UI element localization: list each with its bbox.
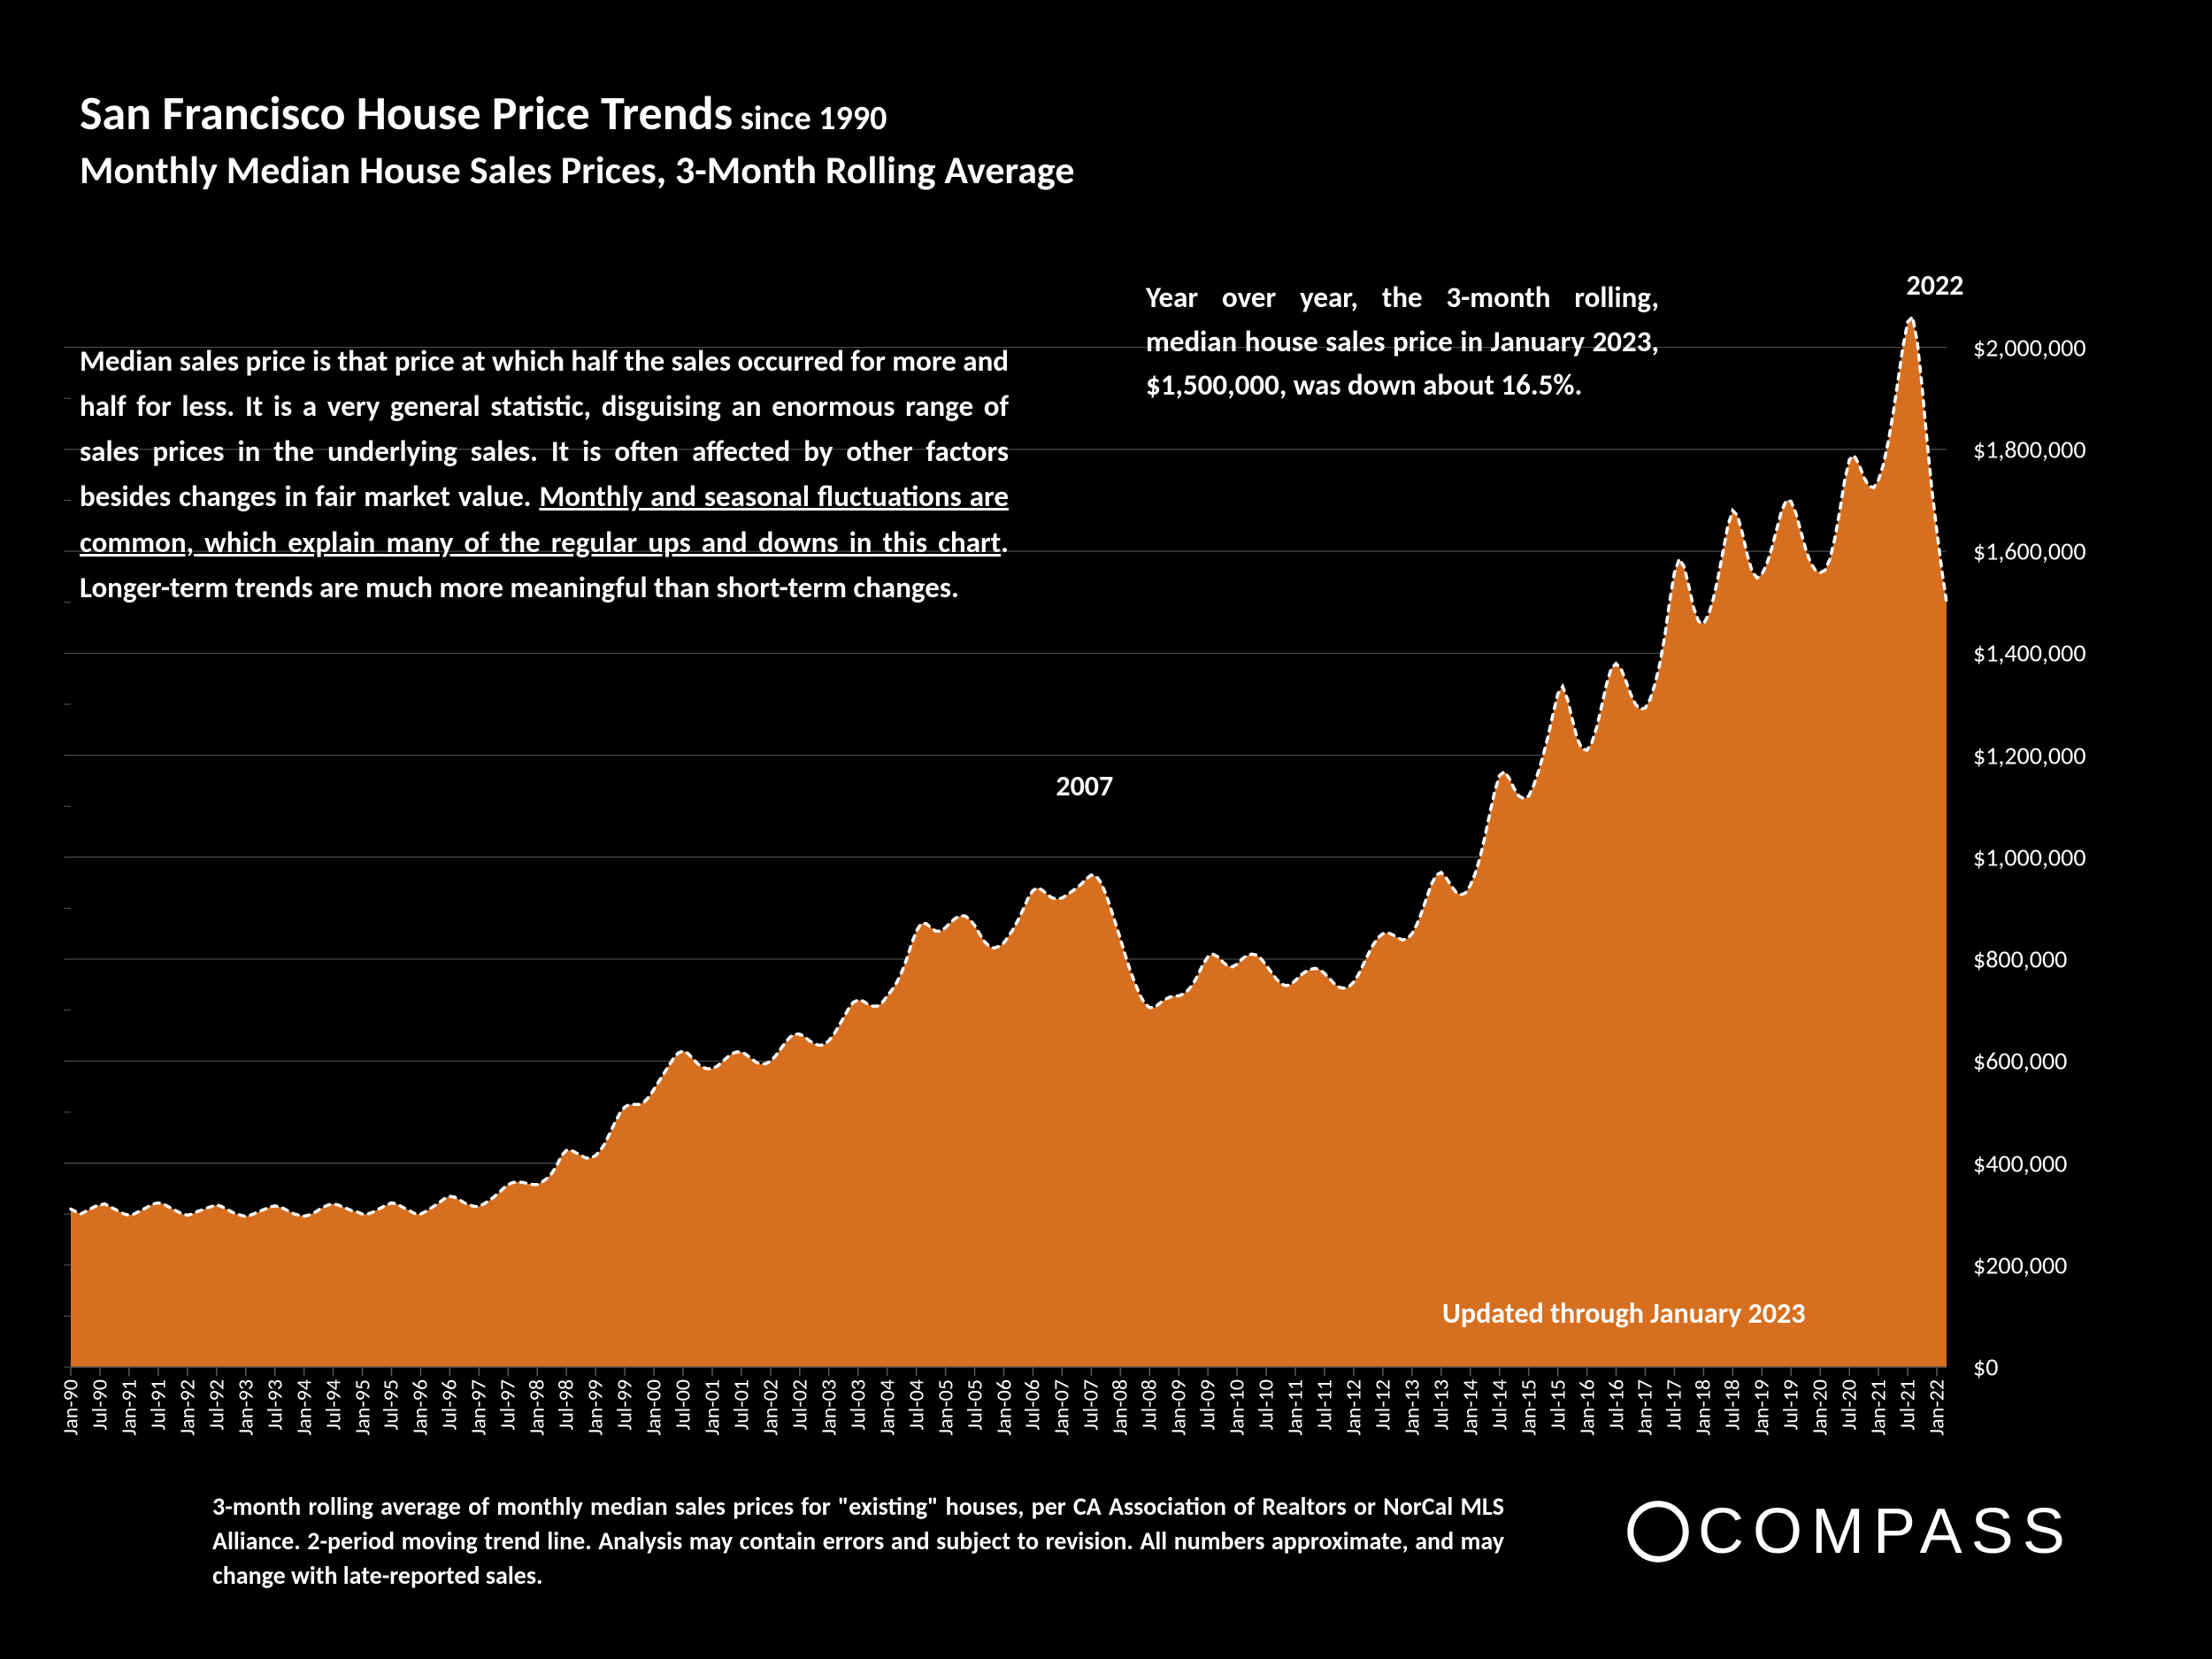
- footnote-block: 3-month rolling average of monthly media…: [212, 1489, 1504, 1594]
- x-axis-label: Jan-00: [641, 1379, 667, 1435]
- x-axis-label: Jan-15: [1516, 1379, 1541, 1435]
- x-axis-label: Jul-96: [437, 1379, 463, 1430]
- x-axis-label: Jan-98: [525, 1379, 550, 1435]
- x-axis-label: Jul-93: [262, 1379, 288, 1430]
- x-axis-label: Jul-10: [1254, 1379, 1279, 1430]
- compass-logo-icon: [1624, 1497, 1693, 1566]
- x-axis-label: Jan-22: [1924, 1379, 1950, 1435]
- y-axis-label: $1,400,000: [1973, 638, 2086, 669]
- y-axis-label: $0: [1973, 1352, 1998, 1383]
- x-axis-label: Jan-07: [1049, 1379, 1075, 1435]
- x-axis-label: Jul-18: [1720, 1379, 1746, 1430]
- x-axis-label: Jul-08: [1137, 1379, 1163, 1430]
- x-axis-label: Jan-18: [1691, 1379, 1717, 1435]
- x-axis-label: Jan-92: [174, 1379, 200, 1435]
- updated-through-label: Updated through January 2023: [1442, 1296, 1805, 1331]
- x-axis-label: Jan-12: [1340, 1379, 1366, 1435]
- x-axis-label: Jul-13: [1428, 1379, 1454, 1430]
- x-axis-label: Jan-99: [583, 1379, 609, 1435]
- x-axis-label: Jul-99: [612, 1379, 638, 1430]
- x-axis-label: Jul-02: [787, 1379, 812, 1430]
- x-axis-label: Jul-06: [1020, 1379, 1046, 1430]
- x-axis-label: Jul-01: [728, 1379, 754, 1430]
- x-axis-label: Jul-03: [845, 1379, 871, 1430]
- x-axis-label: Jan-91: [116, 1379, 142, 1435]
- x-axis-label: Jan-90: [58, 1379, 84, 1435]
- x-axis-label: Jul-94: [320, 1379, 346, 1430]
- yoy-callout-block: Year over year, the 3-month rolling, med…: [1146, 276, 1659, 408]
- x-axis-label: Jul-09: [1195, 1379, 1221, 1430]
- x-axis-label: Jan-97: [466, 1379, 492, 1435]
- x-axis-label: Jan-14: [1457, 1379, 1483, 1435]
- x-axis-label: Jul-21: [1895, 1379, 1921, 1430]
- title-since-text: since 1990: [733, 98, 887, 139]
- x-axis-label: Jan-10: [1225, 1379, 1250, 1435]
- chart-callout: 2007: [1056, 769, 1113, 803]
- x-axis-label: Jul-12: [1370, 1379, 1395, 1430]
- x-axis-label: Jan-03: [816, 1379, 841, 1435]
- x-axis-label: Jul-92: [204, 1379, 229, 1430]
- x-axis-label: Jul-98: [554, 1379, 580, 1430]
- x-axis-label: Jan-93: [233, 1379, 258, 1435]
- x-axis-label: Jul-17: [1662, 1379, 1687, 1430]
- x-axis-label: Jul-14: [1486, 1379, 1512, 1430]
- x-axis-label: Jul-20: [1837, 1379, 1863, 1430]
- title-main-text: San Francisco House Price Trends: [80, 84, 733, 142]
- x-axis-label: Jan-01: [699, 1379, 725, 1435]
- x-axis-label: Jan-08: [1108, 1379, 1133, 1435]
- x-axis-label: Jul-90: [87, 1379, 112, 1430]
- x-axis-label: Jan-20: [1808, 1379, 1833, 1435]
- y-axis-label: $1,000,000: [1973, 841, 2086, 872]
- x-axis-label: Jul-00: [671, 1379, 696, 1430]
- x-axis-label: Jul-19: [1778, 1379, 1804, 1430]
- x-axis-label: Jul-04: [903, 1379, 929, 1430]
- x-axis-label: Jul-07: [1079, 1379, 1104, 1430]
- y-axis-label: $1,800,000: [1973, 434, 2086, 465]
- x-axis-label: Jan-19: [1749, 1379, 1775, 1435]
- y-axis-label: $1,200,000: [1973, 740, 2086, 771]
- x-axis-label: Jan-04: [874, 1379, 900, 1435]
- x-axis-label: Jul-95: [379, 1379, 404, 1430]
- y-axis-label: $400,000: [1973, 1148, 2067, 1179]
- x-axis-label: Jan-16: [1574, 1379, 1600, 1435]
- y-axis-label: $800,000: [1973, 944, 2067, 975]
- x-axis-label: Jan-05: [933, 1379, 958, 1435]
- x-axis-label: Jul-91: [145, 1379, 171, 1430]
- chart-callout: 2022: [1907, 268, 1964, 303]
- x-axis-label: Jan-94: [291, 1379, 317, 1435]
- x-axis-label: Jan-17: [1632, 1379, 1658, 1435]
- chart-subtitle: Monthly Median House Sales Prices, 3-Mon…: [80, 146, 1074, 194]
- y-axis-label: $2,000,000: [1973, 332, 2086, 363]
- x-axis-label: Jul-05: [962, 1379, 987, 1430]
- x-axis-label: Jul-15: [1545, 1379, 1571, 1430]
- x-axis-label: Jan-96: [408, 1379, 434, 1435]
- y-axis-label: $600,000: [1973, 1046, 2067, 1077]
- x-axis-label: Jan-11: [1283, 1379, 1309, 1435]
- y-axis-label: $200,000: [1973, 1249, 2067, 1280]
- x-axis-label: Jan-95: [349, 1379, 375, 1435]
- x-axis-label: Jan-02: [757, 1379, 783, 1435]
- x-axis-label: Jul-16: [1603, 1379, 1629, 1430]
- x-axis-label: Jan-13: [1399, 1379, 1425, 1435]
- x-axis-label: Jan-21: [1866, 1379, 1892, 1435]
- x-axis-label: Jan-09: [1166, 1379, 1192, 1435]
- x-axis-label: Jan-06: [991, 1379, 1017, 1435]
- compass-logo: COMPASS: [1624, 1495, 2074, 1568]
- y-axis-label: $1,600,000: [1973, 536, 2086, 567]
- x-axis-label: Jul-97: [495, 1379, 521, 1430]
- description-block: Median sales price is that price at whic…: [80, 339, 1009, 611]
- compass-logo-text: COMPASS: [1698, 1495, 2074, 1568]
- chart-title: San Francisco House Price Trends since 1…: [80, 84, 887, 142]
- x-axis-label: Jul-11: [1311, 1379, 1337, 1430]
